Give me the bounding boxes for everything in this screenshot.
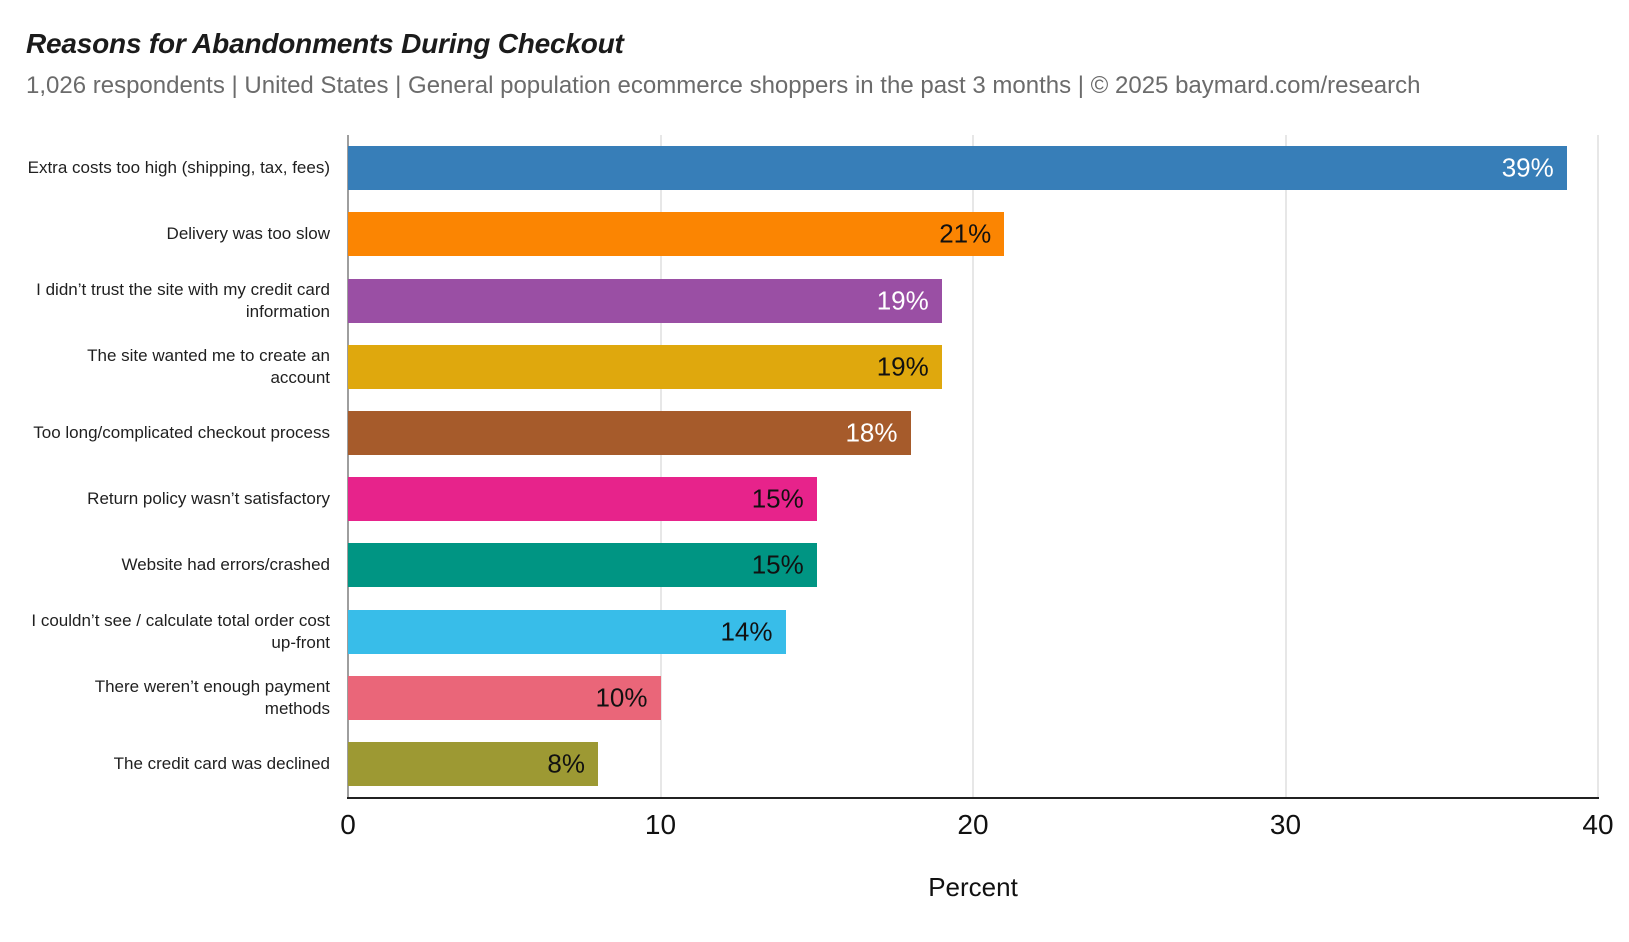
bar-row: I couldn’t see / calculate total order c… — [31, 598, 1598, 664]
gridline-10 — [659, 135, 662, 797]
bar: 15% — [348, 543, 817, 588]
value-label: 18% — [845, 417, 898, 448]
bar-track: 19% — [348, 344, 1598, 389]
bar-row: Return policy wasn’t satisfactory 15% — [87, 466, 1598, 532]
bar-track: 18% — [348, 410, 1598, 455]
category-label: Website had errors/crashed — [121, 555, 330, 575]
value-label: 21% — [939, 218, 992, 249]
value-label: 8% — [547, 748, 585, 779]
bar: 21% — [348, 212, 1005, 257]
bar: 8% — [348, 741, 598, 786]
y-axis-line — [347, 135, 349, 797]
value-label: 15% — [751, 549, 804, 580]
bar-row: Too long/complicated checkout process 18% — [33, 400, 1598, 466]
bar-row: Website had errors/crashed 15% — [121, 532, 1598, 598]
x-tick-label: 0 — [340, 809, 356, 840]
category-label: The site wanted me to create an account — [87, 345, 330, 387]
category-label: I didn’t trust the site with my credit c… — [36, 279, 330, 321]
bar-track: 15% — [348, 543, 1598, 588]
bar: 39% — [348, 146, 1567, 191]
chart-title: Reasons for Abandonments During Checkout — [26, 28, 624, 59]
x-tick-label: 20 — [957, 809, 989, 840]
bar-row: I didn’t trust the site with my credit c… — [36, 267, 1598, 333]
bar-row: Extra costs too high (shipping, tax, fee… — [28, 135, 1598, 201]
bar: 10% — [348, 675, 661, 720]
value-label: 10% — [595, 682, 648, 713]
x-axis-line — [347, 797, 1599, 799]
x-tick-label: 30 — [1269, 809, 1302, 840]
category-label: Delivery was too slow — [166, 224, 330, 244]
value-label: 39% — [1501, 152, 1554, 183]
bar: 19% — [348, 278, 942, 323]
value-label: 14% — [720, 616, 773, 647]
x-axis-title: Percent — [928, 872, 1018, 902]
bar: 14% — [348, 609, 786, 654]
category-label: There weren’t enough payment methods — [94, 676, 330, 718]
gridline-30 — [1284, 135, 1287, 797]
gridline-20 — [972, 135, 974, 797]
bar-row: There weren’t enough payment methods 10% — [95, 665, 1598, 731]
value-label: 19% — [876, 285, 929, 315]
bar-rows: Extra costs too high (shipping, tax, fee… — [28, 135, 1598, 797]
bar: 19% — [348, 344, 942, 389]
x-tick-labels: 0 10 20 30 40 — [340, 809, 1613, 843]
plot-area: Extra costs too high (shipping, tax, fee… — [28, 135, 1599, 799]
bar-track: 39% — [348, 146, 1598, 191]
bar: 15% — [348, 477, 817, 522]
bar-track: 19% — [348, 278, 1598, 323]
value-label: 15% — [751, 483, 804, 514]
x-tick-label: 10 — [644, 809, 677, 840]
bar-track: 14% — [348, 609, 1598, 654]
bar-track: 15% — [348, 477, 1598, 522]
category-label: Too long/complicated checkout process — [33, 423, 330, 443]
value-label: 19% — [876, 351, 929, 382]
bar-track: 8% — [348, 741, 1598, 786]
bar-track: 10% — [348, 675, 1598, 720]
category-label: The credit card was declined — [113, 754, 330, 774]
category-label: I couldn’t see / calculate total order c… — [31, 610, 330, 652]
bar-row: The credit card was declined 8% — [114, 731, 1598, 797]
gridline-40 — [1597, 135, 1599, 797]
bar-row: The site wanted me to create an account 1… — [87, 334, 1598, 400]
category-label: Extra costs too high (shipping, tax, fee… — [27, 158, 330, 178]
chart-subtitle: 1,026 respondents | United States | Gene… — [26, 72, 1421, 99]
category-label: Return policy wasn’t satisfactory — [87, 489, 330, 509]
bar-track: 21% — [348, 212, 1598, 257]
x-tick-label: 40 — [1582, 809, 1614, 840]
bar: 18% — [348, 410, 911, 455]
bar-row: Delivery was too slow 21% — [167, 201, 1598, 267]
